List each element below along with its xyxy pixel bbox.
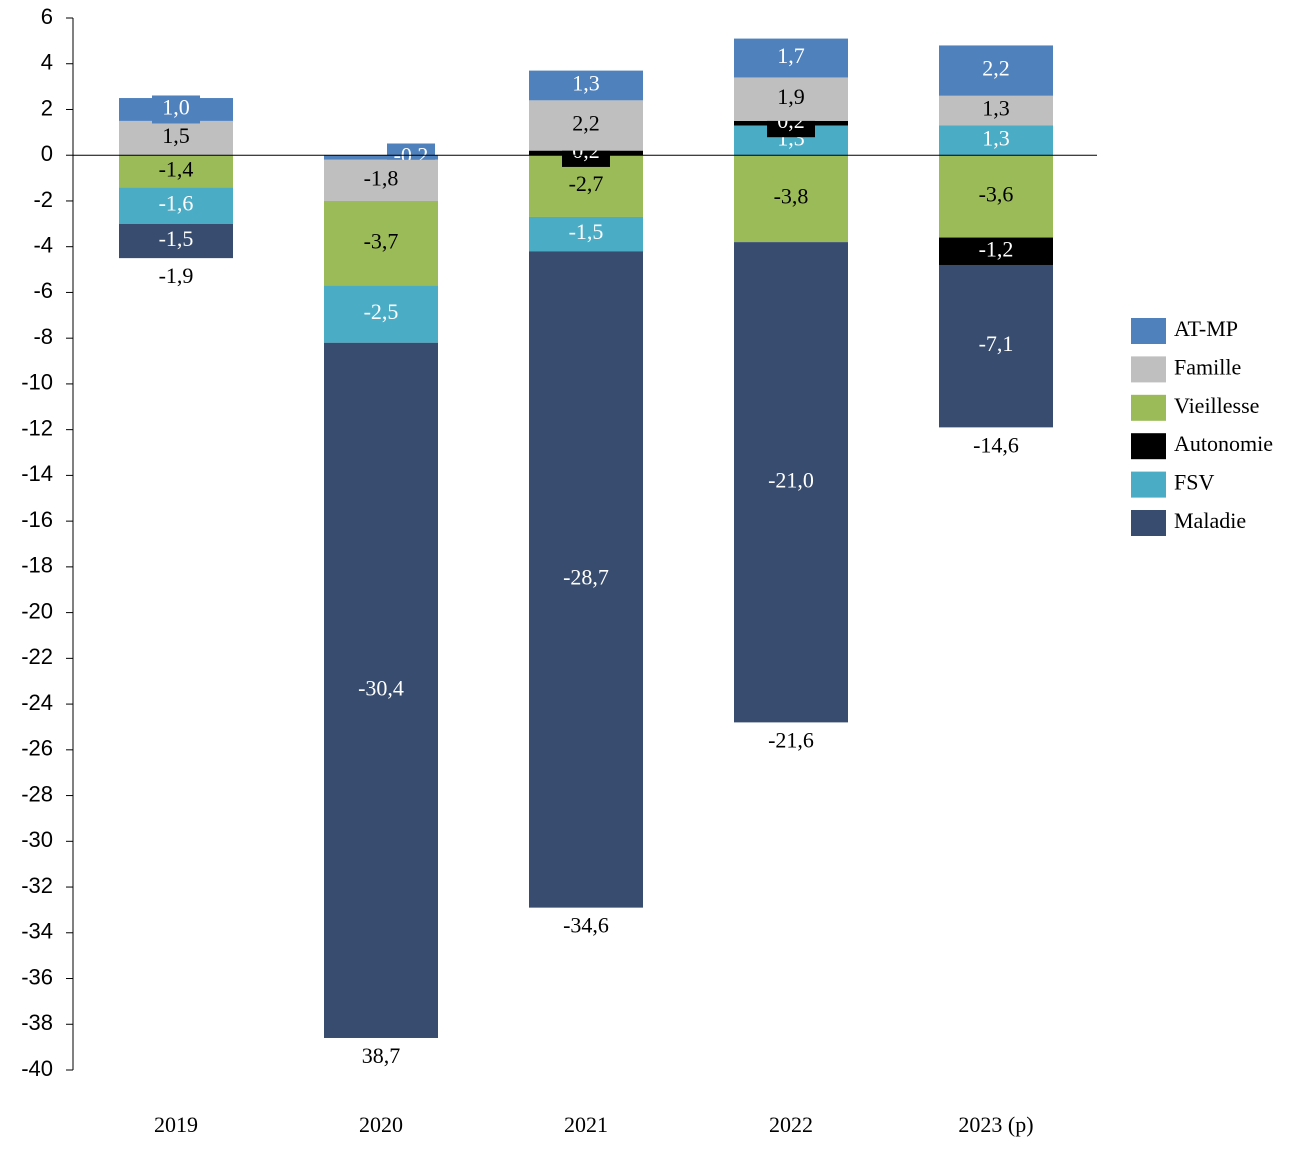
total-label: -21,6 (768, 727, 814, 752)
y-tick-label: -26 (21, 736, 53, 761)
y-tick-label: -32 (21, 873, 53, 898)
x-tick-label: 2019 (154, 1112, 198, 1137)
data-label: -28,7 (563, 564, 609, 589)
bar-segment (734, 38, 848, 78)
bar-segment (324, 342, 438, 1038)
legend-label: Autonomie (1174, 431, 1273, 456)
label-box (152, 95, 200, 124)
legend-swatch (1131, 356, 1166, 383)
bar-segment (529, 216, 643, 252)
y-tick-label: 2 (41, 95, 53, 120)
legend-swatch (1131, 471, 1166, 498)
x-tick-label: 2021 (564, 1112, 608, 1137)
data-label: -3,8 (774, 184, 809, 209)
data-label: -21,0 (768, 467, 814, 492)
data-label: -1,5 (159, 226, 194, 251)
data-label: -30,4 (358, 675, 404, 700)
legend-label: Vieillesse (1174, 393, 1259, 418)
legend-swatch (1131, 510, 1166, 536)
y-tick-label: -40 (21, 1056, 53, 1081)
y-tick-label: -20 (21, 598, 53, 623)
legend-label: Maladie (1174, 508, 1246, 533)
total-label: -14,6 (973, 432, 1019, 457)
data-label: 2,2 (572, 111, 600, 136)
y-tick-label: -4 (33, 233, 53, 258)
y-tick-label: -18 (21, 553, 53, 578)
y-tick-label: -10 (21, 370, 53, 395)
data-label: 1,7 (777, 43, 805, 68)
bar-segment (324, 285, 438, 343)
bar-segment (939, 95, 1053, 126)
data-label: -1,6 (159, 191, 194, 216)
bar-segment (939, 45, 1053, 96)
bar-segment (119, 120, 233, 156)
bar-segment (734, 242, 848, 723)
bar-segment (529, 251, 643, 908)
y-tick-label: 6 (41, 4, 53, 29)
bar-segment (734, 77, 848, 121)
data-label: 1,3 (982, 125, 1010, 150)
y-tick-label: -28 (21, 781, 53, 806)
data-label: -1,4 (159, 156, 194, 181)
data-label: -3,7 (364, 228, 399, 253)
bar-segment (939, 155, 1053, 238)
total-label: -34,6 (563, 913, 609, 938)
x-tick-label: 2023 (p) (958, 1112, 1033, 1137)
data-label: 1,9 (777, 84, 805, 109)
legend-label: FSV (1174, 470, 1214, 495)
y-tick-label: -6 (33, 278, 53, 303)
data-label: -2,5 (364, 299, 399, 324)
bar-segment (734, 155, 848, 243)
data-label: -1,8 (364, 165, 399, 190)
legend-swatch (1131, 433, 1166, 460)
data-label: 1,0 (162, 95, 190, 120)
data-label: -2,7 (569, 171, 604, 196)
legend-swatch (1131, 318, 1166, 344)
total-label: 38,7 (362, 1043, 401, 1068)
total-label: -1,9 (159, 263, 194, 288)
y-tick-label: -8 (33, 324, 53, 349)
bar-segment (119, 187, 233, 224)
data-label: -7,1 (979, 331, 1014, 356)
y-tick-label: -2 (33, 187, 53, 212)
x-tick-label: 2020 (359, 1112, 403, 1137)
bar-segment (939, 125, 1053, 156)
bar-segment (119, 155, 233, 188)
legend-label: Famille (1174, 354, 1241, 379)
y-tick-label: -22 (21, 644, 53, 669)
legend-swatch (1131, 394, 1166, 421)
bar-segment (939, 264, 1053, 428)
bar-segment (324, 200, 438, 286)
y-tick-label: -38 (21, 1010, 53, 1035)
data-label: 2,2 (982, 56, 1010, 81)
data-label: -1,2 (979, 236, 1014, 261)
bar-segment (529, 70, 643, 101)
y-tick-label: 4 (41, 50, 53, 75)
y-tick-label: -16 (21, 507, 53, 532)
bar-segment (324, 159, 438, 201)
y-tick-label: -24 (21, 690, 53, 715)
y-tick-label: -12 (21, 415, 53, 440)
y-tick-label: 0 (41, 141, 53, 166)
data-label: -3,6 (979, 181, 1014, 206)
legend-label: AT-MP (1174, 316, 1238, 341)
data-label: 1,3 (572, 71, 600, 96)
data-label: -1,5 (569, 219, 604, 244)
bar-segment (324, 155, 438, 160)
y-tick-label: -14 (21, 461, 53, 486)
bar-segment (119, 223, 233, 259)
bar-segment (939, 237, 1053, 265)
y-tick-label: -36 (21, 964, 53, 989)
data-label: 1,3 (982, 96, 1010, 121)
x-tick-label: 2022 (769, 1112, 813, 1137)
bar-segment (529, 100, 643, 151)
y-tick-label: -34 (21, 919, 53, 944)
y-tick-label: -30 (21, 827, 53, 852)
data-label: 1,5 (162, 123, 190, 148)
